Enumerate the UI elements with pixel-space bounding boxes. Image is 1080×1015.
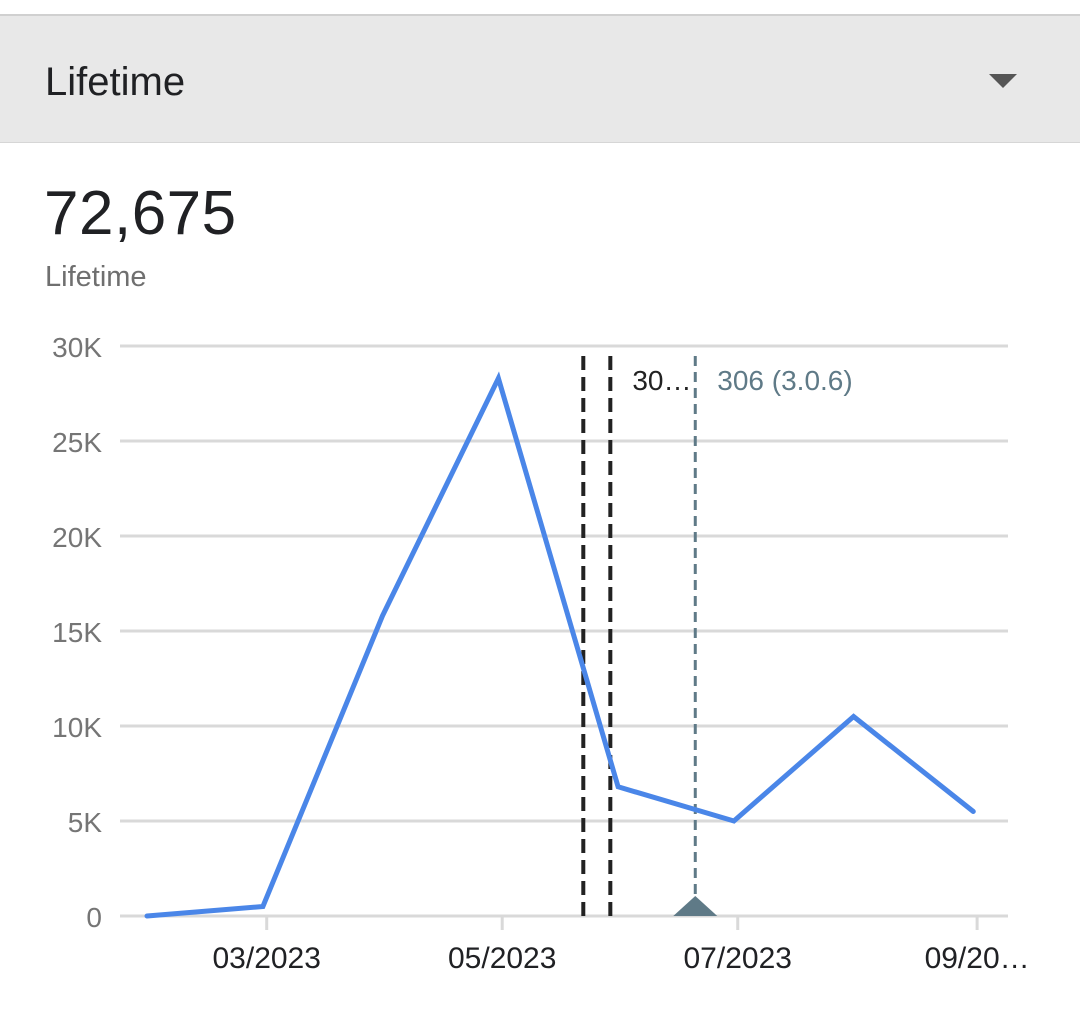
- annotation-label: 30…: [632, 365, 691, 396]
- x-tick-label: 09/20…: [925, 942, 1030, 975]
- y-tick-label: 0: [86, 902, 102, 933]
- total-value-label: Lifetime: [45, 261, 147, 293]
- total-value: 72,675: [44, 179, 237, 248]
- series-line: [144, 371, 976, 919]
- date-range-label: Lifetime: [45, 60, 186, 104]
- line-chart: 0 5K 10K 15K 20K 25K 30K 30… 306 (3.0.6) 03/202…: [52, 332, 1030, 975]
- data-point: [731, 819, 736, 823]
- x-tick-label: 03/2023: [212, 942, 320, 975]
- data-point: [496, 376, 501, 381]
- y-tick-label: 15K: [52, 617, 102, 648]
- data-point: [380, 613, 385, 618]
- data-point: [145, 914, 150, 918]
- x-tick-label: 07/2023: [684, 942, 792, 975]
- annotation-marker: [673, 896, 718, 916]
- y-tick-label: 10K: [52, 712, 102, 743]
- y-tick-label: 30K: [52, 332, 102, 363]
- y-tick-label: 5K: [68, 807, 103, 838]
- top-divider: [0, 0, 1080, 14]
- chevron-down-icon[interactable]: [989, 74, 1017, 88]
- data-point: [260, 904, 265, 909]
- date-range-dropdown[interactable]: Lifetime: [0, 14, 1080, 143]
- data-point: [616, 784, 621, 789]
- data-point: [851, 714, 856, 719]
- y-tick-label: 20K: [52, 522, 102, 553]
- y-tick-label: 25K: [52, 427, 102, 458]
- data-point: [971, 809, 976, 814]
- annotation-label: 306 (3.0.6): [717, 365, 852, 396]
- x-tick-label: 05/2023: [448, 942, 556, 975]
